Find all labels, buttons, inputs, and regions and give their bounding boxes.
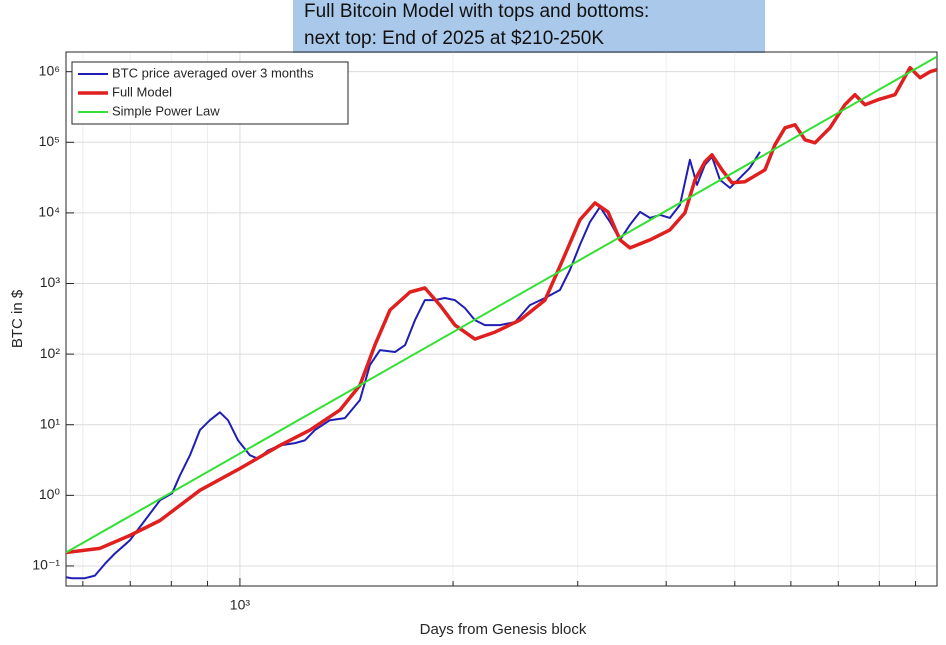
x-axis-label: Days from Genesis block xyxy=(420,621,587,638)
legend-label: BTC price averaged over 3 months xyxy=(112,65,314,80)
y-tick-label: 10⁵ xyxy=(39,133,60,149)
y-axis-label: BTC in $ xyxy=(9,289,26,348)
y-tick-label: 10² xyxy=(40,345,61,361)
x-tick-label: 10³ xyxy=(230,597,251,613)
series-line xyxy=(66,151,761,580)
legend-box xyxy=(71,61,349,125)
y-tick-label: 10⁶ xyxy=(39,62,60,78)
chart-title: next top: End of 2025 at $210-250K xyxy=(304,28,604,49)
plot-area: 10⁻¹ 10⁰ 10¹ 10² 10³ 10⁴ 10⁵ 10⁶ 10³ BTC price av… xyxy=(32,51,938,613)
y-tick-label: 10⁻¹ xyxy=(32,557,60,573)
chart-title: Full Bitcoin Model with tops and bottoms… xyxy=(304,1,649,22)
y-tick-label: 10⁴ xyxy=(38,204,60,220)
y-tick-label: 10⁰ xyxy=(39,486,61,502)
legend-label: Full Model xyxy=(112,84,172,99)
legend-label: Simple Power Law xyxy=(112,103,220,118)
axes-box xyxy=(65,51,938,587)
title-box xyxy=(293,0,765,53)
y-tick-label: 10¹ xyxy=(40,415,61,431)
y-tick-label: 10³ xyxy=(40,274,61,290)
series-line xyxy=(66,55,937,554)
